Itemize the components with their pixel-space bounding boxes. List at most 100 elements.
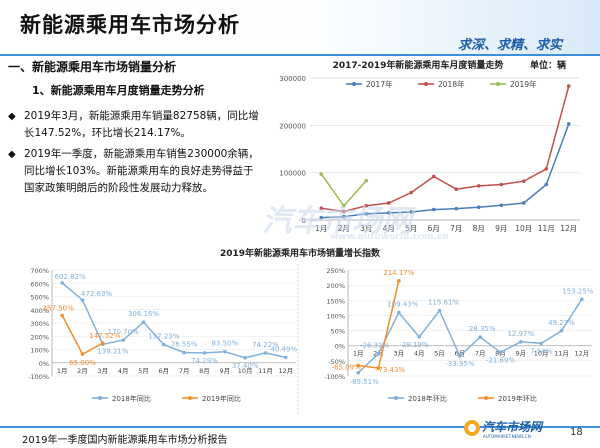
series-line — [61, 282, 286, 359]
y-tick-label: -100% — [28, 373, 49, 381]
footer-logo-sub: AUTOMARKET.NEWS.CN — [483, 434, 531, 439]
legend-label: 2019年同比 — [202, 394, 241, 403]
diamond-icon: ◆ — [8, 111, 16, 122]
legend-marker — [352, 82, 356, 86]
x-tick-label: 4月 — [118, 367, 129, 375]
bullet-item: ◆ 2019年一季度，新能源乘用车销售230000余辆，同比增长103%。新能源… — [8, 146, 263, 197]
legend-label: 2019年环比 — [498, 394, 537, 403]
data-label: 139.21% — [97, 347, 128, 355]
data-label: 153.25% — [562, 287, 593, 295]
data-point — [319, 206, 324, 210]
data-point — [121, 338, 125, 342]
data-label: 83.50% — [211, 340, 238, 348]
x-tick-label: 3月 — [394, 350, 405, 358]
data-point — [409, 190, 414, 195]
data-point — [364, 212, 369, 216]
data-label: 7.54% — [530, 347, 553, 355]
data-point — [364, 204, 369, 208]
data-point — [376, 366, 381, 370]
data-point — [284, 355, 288, 360]
section-title: 一、新能源乘用车市场销量分析 — [8, 60, 177, 74]
bullet-item: ◆ 2019年3月，新能源乘用车销量82758辆，同比增长147.52%，环比增… — [8, 108, 263, 142]
y-tick-label: 0% — [335, 343, 345, 351]
data-label: 170.70% — [108, 328, 139, 336]
data-point — [223, 349, 227, 354]
watermark: 汽车市场网 — [262, 204, 412, 239]
y-tick-label: 0% — [39, 360, 49, 368]
data-point — [417, 335, 421, 339]
watermark-url: www.autoworld.com.cn — [330, 232, 449, 242]
data-point — [458, 354, 462, 358]
x-tick-label: 5月 — [405, 224, 417, 233]
x-tick-label: 9月 — [516, 350, 527, 358]
data-label: 147.52% — [89, 332, 120, 340]
legend-marker — [496, 82, 500, 86]
data-point — [431, 207, 436, 212]
x-tick-label: 1月 — [57, 367, 68, 375]
y-tick-label: 100000 — [279, 170, 306, 178]
data-point — [519, 339, 523, 344]
footer-logo: 汽车市场网 AUTOMARKET.NEWS.CN — [464, 420, 544, 439]
y-tick-label: 200% — [30, 333, 49, 341]
series-line — [321, 123, 570, 219]
series-line — [321, 85, 570, 213]
x-tick-label: 3月 — [360, 224, 372, 233]
data-point — [580, 297, 584, 302]
data-point — [454, 206, 459, 211]
data-point — [559, 328, 564, 333]
legend-marker — [484, 396, 488, 400]
x-tick-label: 3月 — [98, 367, 109, 375]
legend-marker — [188, 396, 192, 400]
data-point — [341, 204, 346, 208]
x-tick-label: 9月 — [495, 224, 507, 233]
data-point — [499, 182, 504, 187]
x-tick-label: 11月 — [258, 367, 273, 375]
legend-label: 2018年环比 — [408, 394, 447, 403]
x-tick-label: 12月 — [278, 367, 293, 375]
data-point — [341, 214, 346, 219]
x-tick-label: 7月 — [179, 367, 190, 375]
monthly-sales-chart: 2017-2019年新能源乘用车月度销量走势 单位：辆 0 100000 200000 3… — [279, 59, 580, 233]
header-bar: 新能源乘用车市场分析 求深、求精、求实 — [0, 0, 600, 56]
y-tick-label: 50% — [331, 328, 345, 336]
diamond-icon: ◆ — [8, 149, 16, 160]
data-label: 602.82% — [55, 273, 86, 281]
data-point — [319, 172, 324, 176]
page-title: 新能源乘用车市场分析 — [20, 13, 240, 37]
x-tick-label: 10月 — [534, 350, 549, 358]
data-point — [356, 371, 360, 375]
page-number: 18 — [570, 427, 583, 438]
legend-marker — [394, 396, 398, 400]
data-point — [162, 342, 166, 347]
data-label: 109.43% — [387, 301, 418, 309]
data-point — [80, 352, 85, 356]
data-label: 12.97% — [507, 330, 534, 338]
section-subtitle: 1、新能源乘用车月度销量走势分析 — [32, 84, 205, 97]
y-tick-label: 700% — [30, 267, 49, 275]
data-point — [478, 335, 482, 339]
y-tick-label: 0 — [302, 217, 306, 225]
footer-divider — [0, 426, 600, 428]
slogan: 求深、求精、求实 — [458, 38, 563, 53]
x-tick-label: 7月 — [450, 224, 462, 233]
x-tick-label: 1月 — [353, 350, 364, 358]
data-point — [539, 341, 543, 346]
data-point — [544, 182, 549, 187]
y-tick-label: 200% — [326, 282, 345, 290]
x-tick-label: 12月 — [574, 350, 589, 358]
data-label: 357.50% — [43, 304, 74, 312]
data-point — [409, 210, 414, 214]
bullet-text: 2019年一季度，新能源乘用车销售230000余辆，同比增长103%。新能源乘用… — [24, 148, 259, 194]
chart-title: 2019年新能源乘用车市场销量增长指数 — [220, 247, 381, 259]
data-point — [437, 308, 442, 313]
data-label: 65.00% — [69, 359, 96, 367]
data-point — [476, 205, 481, 210]
x-tick-label: 8月 — [199, 367, 210, 375]
data-label: 37.40% — [232, 362, 259, 370]
data-label: -65.09% — [332, 363, 362, 371]
data-point — [80, 298, 85, 302]
x-tick-label: 1月 — [315, 224, 327, 233]
legend-marker — [424, 82, 428, 86]
x-tick-label: 11月 — [538, 224, 555, 233]
data-point — [566, 84, 571, 88]
